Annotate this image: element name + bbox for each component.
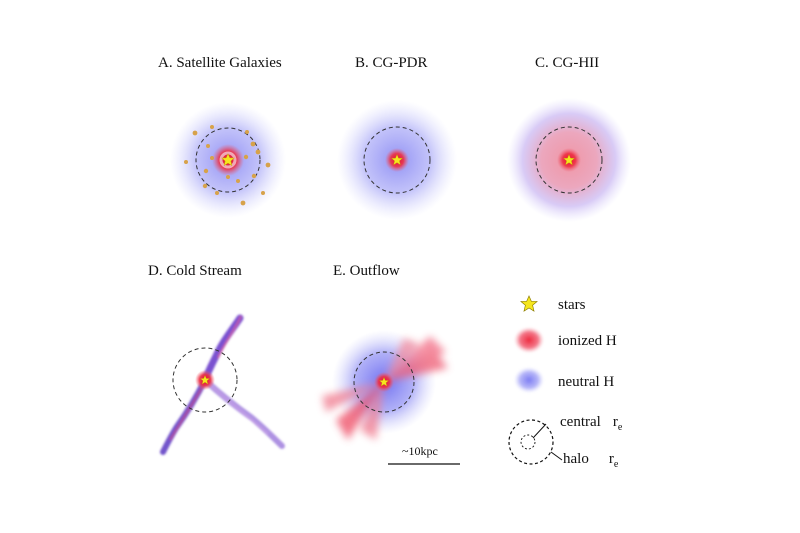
panel-c-cg-hii	[507, 98, 631, 222]
legend-central-label: central re	[560, 414, 623, 433]
ionized-h-blob-icon	[514, 327, 544, 353]
satellite-galaxies	[184, 125, 271, 206]
satellite-dot	[184, 160, 188, 164]
satellite-dot	[210, 156, 214, 160]
outflow-cones	[322, 336, 448, 440]
satellite-dot	[265, 162, 271, 168]
halo-re-circle	[172, 347, 238, 413]
halo-re-circle	[353, 351, 415, 413]
satellite-dot	[236, 179, 240, 183]
panel-e-title: E. Outflow	[333, 263, 400, 279]
satellite-dot	[215, 191, 219, 195]
satellite-dot	[251, 173, 257, 179]
star-icon	[520, 295, 538, 312]
satellite-dot	[245, 130, 249, 134]
panel-e-outflow: ~10kpc	[322, 330, 460, 465]
satellite-dot	[261, 191, 265, 195]
legend: stars ionized H neutral H central re halo…	[508, 295, 623, 470]
satellite-dot	[206, 144, 210, 148]
cold-stream-filaments	[160, 314, 285, 455]
satellite-dot	[202, 183, 208, 189]
panel-b-title: B. CG-PDR	[355, 55, 428, 71]
satellite-dot	[226, 175, 230, 179]
satellite-dot	[192, 130, 198, 136]
panel-d-title: D. Cold Stream	[148, 263, 242, 279]
panel-d-cold-stream	[160, 314, 285, 455]
panel-a-title: A. Satellite Galaxies	[158, 55, 282, 71]
satellite-dot	[203, 168, 209, 174]
satellite-dot	[243, 154, 249, 160]
neutral-h-blob-icon	[514, 367, 544, 393]
legend-stars-label: stars	[558, 297, 586, 313]
panel-b-cg-pdr	[337, 100, 457, 220]
legend-neutral-label: neutral H	[558, 374, 614, 390]
satellite-dot	[240, 200, 246, 206]
legend-halo-label: halo re	[563, 451, 619, 470]
satellite-dot	[210, 125, 214, 129]
satellite-dot	[255, 149, 261, 155]
scale-bar-label: ~10kpc	[402, 444, 438, 458]
halo-re-circle	[535, 126, 603, 194]
satellite-dot	[250, 141, 256, 147]
legend-ionized-label: ionized H	[558, 333, 617, 349]
panel-a-satellite-galaxies	[170, 102, 286, 218]
panel-c-title: C. CG-HII	[535, 55, 599, 71]
concentric-circles-icon	[508, 419, 563, 465]
halo-re-circle	[363, 126, 431, 194]
halo-re-circle	[195, 127, 261, 193]
